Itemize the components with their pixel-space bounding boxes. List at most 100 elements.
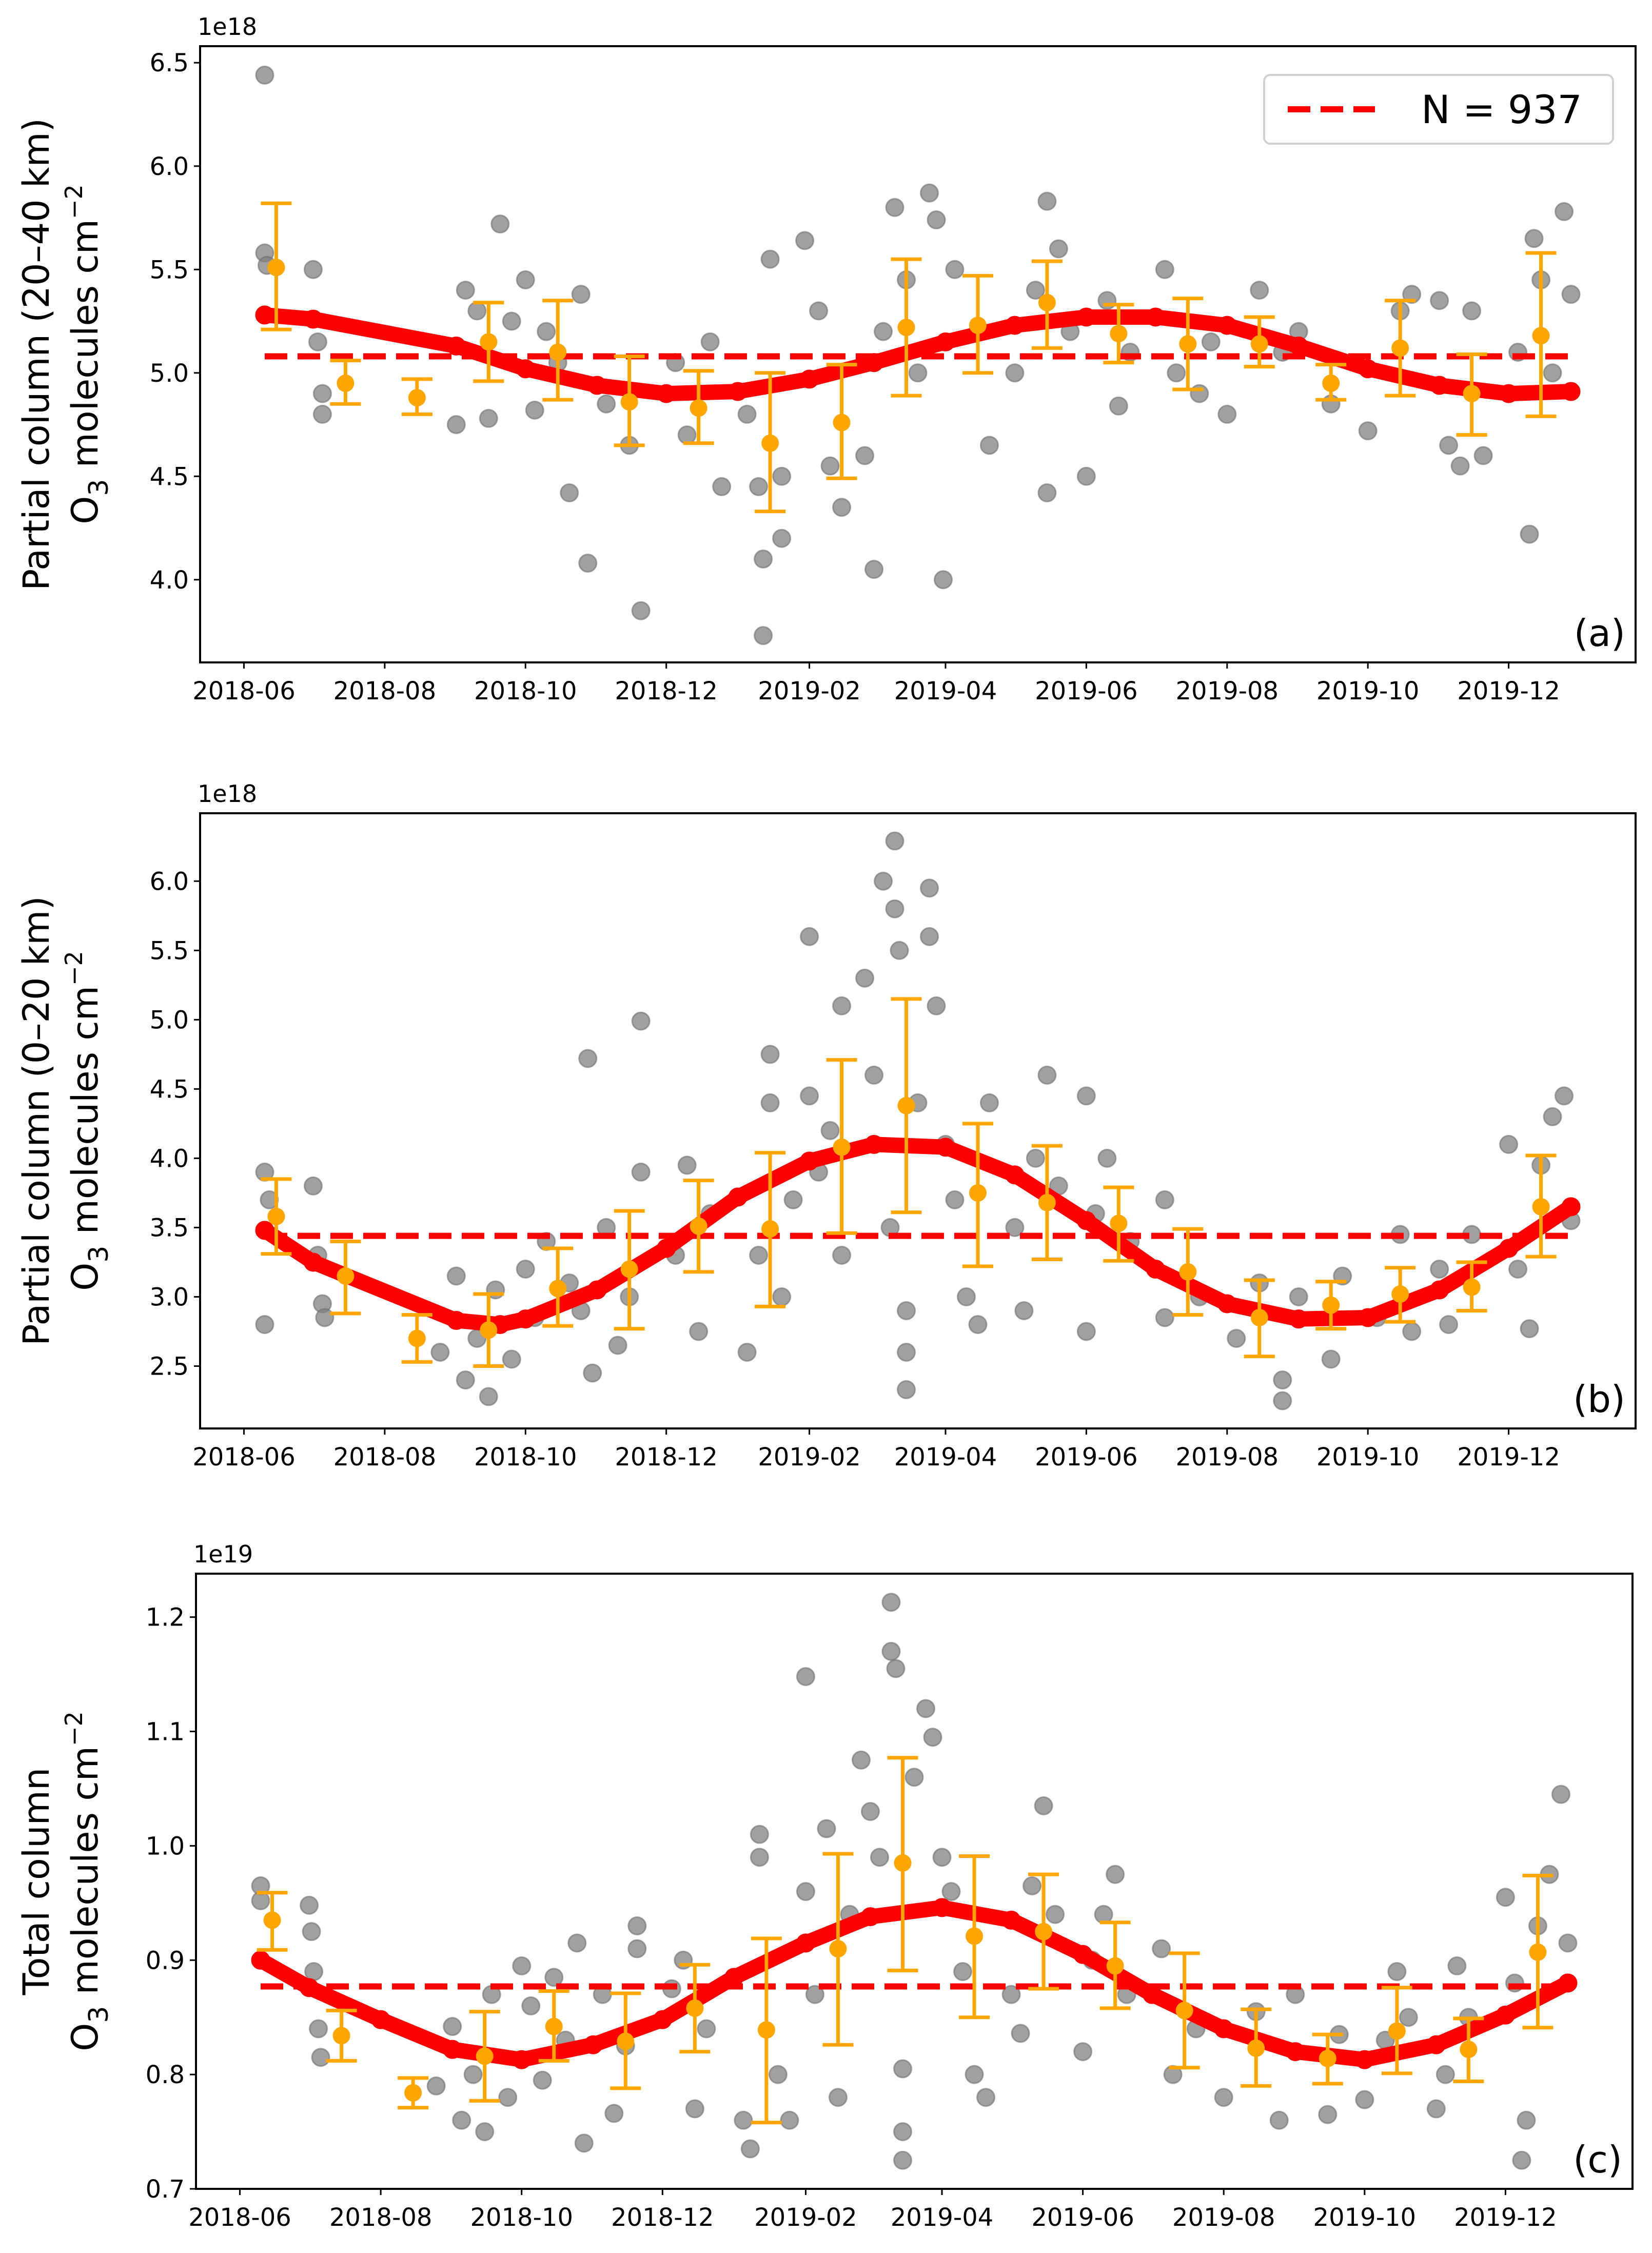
scatter-point — [1076, 1322, 1096, 1341]
scatter-point — [312, 404, 332, 424]
monthly-mean-point — [1322, 374, 1340, 392]
scatter-point — [1227, 1328, 1246, 1348]
monthly-mean-errorbar — [326, 2008, 357, 2063]
scatter-point — [749, 1245, 769, 1265]
scatter-point — [805, 1985, 824, 2004]
monthly-mean-errorbar — [962, 273, 993, 375]
scatter-point — [1355, 2090, 1374, 2109]
scatter-point — [1473, 446, 1493, 465]
scatter-point — [1387, 1962, 1407, 1982]
monthly-mean-point — [1106, 1957, 1124, 1975]
panel-a: 4.0 4.5 5.0 5.5 6.0 6.5 2018-06 2018-08 2018-10 2… — [15, 13, 1637, 706]
y-tick-label: 1.1 — [146, 1718, 185, 1747]
ylabel-subscript: 3 — [84, 1246, 114, 1263]
axis-offset-text: 1e18 — [198, 13, 257, 41]
y-tick-label: 5.5 — [150, 256, 189, 284]
scatter-point — [795, 231, 815, 250]
x-tick-label: 2019-04 — [894, 1443, 997, 1472]
monthly-mean-point — [1035, 1923, 1053, 1941]
scatter-point — [1037, 483, 1057, 503]
scatter-point — [1022, 1876, 1042, 1895]
scatter-point — [260, 1190, 279, 1209]
monthly-mean-errorbar — [1099, 1921, 1131, 2010]
scatter-point — [311, 2048, 330, 2067]
scatter-point — [1273, 1391, 1292, 1410]
scatter-point — [578, 1049, 598, 1068]
monthly-mean-point — [897, 319, 915, 337]
monthly-mean-point — [690, 1217, 707, 1235]
fit-marker — [1430, 1280, 1449, 1300]
scatter-point — [1555, 202, 1574, 221]
ylabel-o: O — [64, 496, 106, 524]
x-tick-label: 2018-08 — [333, 1443, 437, 1472]
ylabel-superscript: −2 — [60, 951, 88, 986]
x-tick-label: 2018-06 — [192, 1443, 296, 1472]
y-tick-label: 4.5 — [150, 1075, 189, 1104]
monthly-mean-errorbar — [755, 371, 786, 514]
scatter-point — [475, 2122, 495, 2142]
scatter-point — [919, 183, 939, 203]
scatter-point — [255, 1315, 274, 1334]
scatter-point — [597, 394, 616, 414]
fit-marker — [728, 1187, 748, 1207]
y-tick-label: 5.0 — [150, 359, 189, 388]
scatter-point — [516, 1259, 535, 1279]
monthly-mean-point — [620, 393, 638, 411]
scatter-point — [749, 477, 769, 496]
scatter-point — [886, 1659, 906, 1678]
x-tick-label: 2019-04 — [891, 2203, 994, 2232]
fit-curve — [253, 1899, 1576, 2068]
scatter-point — [446, 415, 466, 435]
scatter-point — [1426, 2099, 1446, 2119]
x-tick-label: 2018-12 — [615, 1443, 718, 1472]
fit-marker — [251, 1950, 270, 1970]
y-tick-label: 6.0 — [150, 867, 189, 896]
scatter-point — [923, 1728, 942, 1747]
fit-marker — [1076, 307, 1096, 327]
scatter-point — [919, 878, 939, 898]
fit-marker — [1289, 1309, 1308, 1329]
y-tick-label: 6.0 — [150, 152, 189, 181]
scatter-point — [860, 1802, 880, 1821]
axis-offset-text: 1e19 — [193, 1540, 253, 1568]
scatter-point — [881, 1642, 901, 1661]
scatter-point — [302, 1922, 321, 1942]
fit-marker — [1499, 1239, 1519, 1258]
monthly-mean-point — [1179, 1263, 1197, 1281]
monthly-mean-errorbar — [679, 1963, 711, 2054]
scatter-point — [1152, 1939, 1171, 1958]
fit-marker — [516, 359, 535, 379]
y-tick-label: 1.0 — [146, 1832, 185, 1860]
x-tick-label: 2019-06 — [1035, 1443, 1138, 1472]
scatter-point — [916, 1699, 936, 1718]
scatter-point — [800, 927, 819, 946]
monthly-mean-errorbar — [962, 1122, 993, 1268]
scatter-point — [1076, 1086, 1096, 1106]
scatter-point — [1439, 1315, 1459, 1334]
scatter-point — [1435, 2065, 1455, 2084]
fit-marker — [1430, 376, 1449, 395]
scatter-point — [809, 301, 829, 321]
scatter-point — [1447, 1956, 1467, 1975]
monthly-mean-point — [969, 317, 987, 335]
scatter-point — [685, 2099, 704, 2119]
scatter-point — [832, 498, 852, 517]
scatter-point — [941, 1882, 961, 1902]
monthly-mean-point — [761, 434, 779, 452]
monthly-mean-point — [480, 1321, 498, 1339]
fit-marker — [936, 1138, 955, 1157]
plot-area — [251, 1593, 1578, 2170]
monthly-mean-point — [1250, 335, 1268, 353]
scatter-point — [631, 1162, 651, 1182]
x-tick-label: 2019-12 — [1457, 677, 1560, 706]
monthly-mean-point — [690, 399, 707, 417]
scatter-point — [800, 1086, 819, 1106]
x-tick-label: 2018-10 — [470, 2203, 573, 2232]
monthly-mean-point — [1388, 2022, 1406, 2040]
scatter-point — [1520, 1319, 1539, 1339]
scatter-point — [608, 1336, 627, 1355]
y-tick-label: 6.5 — [150, 49, 189, 77]
axes-frame — [195, 1573, 1634, 2190]
x-tick-label: 2019-02 — [754, 2203, 857, 2232]
monthly-mean-point — [969, 1184, 987, 1202]
